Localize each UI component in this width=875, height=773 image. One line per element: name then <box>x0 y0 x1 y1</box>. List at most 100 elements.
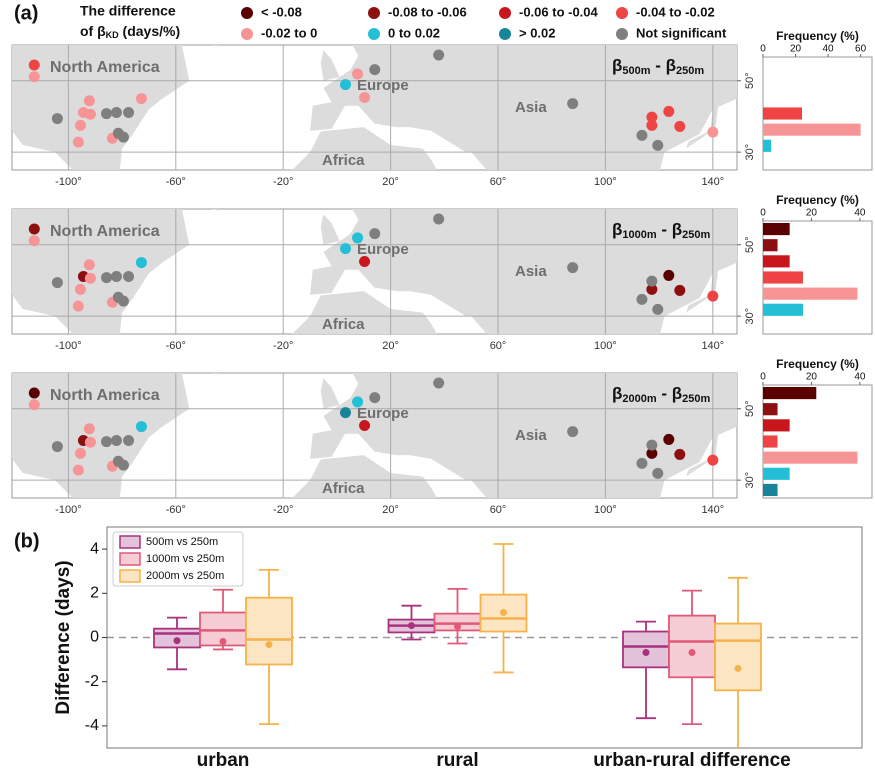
x-tick-label: 20° <box>382 176 399 188</box>
station-point <box>567 262 579 274</box>
x-tick-label: 60° <box>490 340 507 352</box>
legend-marker <box>241 7 253 19</box>
station-point <box>74 283 86 295</box>
legend-title-part: (days/%) <box>119 23 180 39</box>
y-tick-label: 4 <box>90 540 99 557</box>
legend-frame <box>112 531 244 587</box>
station-point <box>83 259 95 271</box>
region-label: Asia <box>515 427 547 444</box>
bar <box>763 107 803 120</box>
mean-point <box>734 664 742 672</box>
y-tick-label: 50° <box>744 236 756 253</box>
station-point <box>707 454 719 466</box>
x-tick-label: 60° <box>490 504 507 516</box>
x-tick-label: -100° <box>55 340 81 352</box>
x-tick-label: 20 <box>806 208 818 219</box>
station-point <box>101 436 113 448</box>
legend-swatch <box>119 552 141 566</box>
station-point <box>340 407 351 419</box>
station-point <box>83 423 95 435</box>
bar-frame <box>762 384 873 499</box>
x-tick-label: -60° <box>166 504 186 516</box>
land <box>12 373 190 498</box>
bar <box>763 467 790 480</box>
x-tick-label: 40 <box>854 372 866 383</box>
station-point <box>135 421 147 433</box>
station-point <box>340 243 351 255</box>
x-tick-label: 0 <box>760 372 766 383</box>
legend-marker <box>368 28 380 40</box>
y-tick-label: 30° <box>744 308 756 325</box>
station-point <box>83 95 95 107</box>
land <box>685 428 729 477</box>
station-point <box>110 271 122 282</box>
land <box>310 373 737 498</box>
station-point <box>636 129 648 141</box>
legend-title-sub: KD <box>106 30 119 40</box>
station-point <box>707 126 719 138</box>
station-point <box>646 439 658 451</box>
land <box>292 127 437 170</box>
bar <box>763 303 803 316</box>
x-tick-label: 100° <box>594 176 617 188</box>
station-point <box>674 448 686 460</box>
bar <box>763 403 778 416</box>
map-title: β500m - β250m <box>612 56 704 76</box>
land <box>292 455 437 498</box>
legend-marker <box>616 7 628 19</box>
x-tick-label: -20° <box>273 176 293 188</box>
mean-point <box>265 641 273 649</box>
bar <box>763 419 790 432</box>
x-tick-label: 0 <box>760 208 766 219</box>
plot-layer <box>107 543 862 748</box>
legend-label: > 0.02 <box>519 25 556 40</box>
station-point <box>72 300 84 312</box>
legend-marker <box>368 7 380 19</box>
map-title: β2000m - β250m <box>612 384 710 404</box>
bar <box>763 239 778 252</box>
station-point <box>652 303 664 315</box>
bar <box>763 123 861 136</box>
x-tick-label: 40 <box>854 208 866 219</box>
station-point <box>72 464 84 476</box>
station-point <box>28 387 40 399</box>
x-axis-label: Frequency (%) <box>776 357 859 371</box>
station-point <box>359 420 371 431</box>
legend-swatch <box>119 535 141 549</box>
map-title-part: β <box>612 220 622 239</box>
y-axis-label: Difference (days) <box>53 560 74 714</box>
station-point <box>352 396 364 408</box>
bar <box>763 451 858 464</box>
station-point <box>110 435 122 446</box>
station-point <box>51 441 63 453</box>
station-point <box>663 433 675 445</box>
station-point <box>674 284 686 296</box>
region-label: Africa <box>322 152 365 169</box>
legend-label: 500m vs 250m <box>146 536 218 548</box>
land <box>685 100 729 149</box>
station-point <box>74 447 86 459</box>
station-point <box>101 272 113 284</box>
x-tick-label: 60 <box>855 44 867 55</box>
map-title-part: - β <box>651 56 676 75</box>
station-point <box>135 257 147 269</box>
station-point <box>117 459 129 471</box>
map-layer <box>12 373 737 498</box>
legend-title: of βKD (days/%) <box>80 23 180 41</box>
region-label: Asia <box>515 99 547 116</box>
station-point <box>51 113 63 125</box>
legend-swatch <box>119 569 141 583</box>
region-label: North America <box>50 387 160 404</box>
legend-label: -0.04 to -0.02 <box>636 4 715 19</box>
mean-point <box>173 637 181 645</box>
land <box>211 45 221 47</box>
map-layer <box>12 45 737 170</box>
station-point <box>359 256 371 267</box>
legend-label: < -0.08 <box>261 4 302 19</box>
station-point <box>567 98 579 110</box>
x-tick-label: 20° <box>382 504 399 516</box>
legend-label: Not significant <box>636 25 727 40</box>
x-tick-label: 100° <box>594 504 617 516</box>
land <box>12 45 190 170</box>
